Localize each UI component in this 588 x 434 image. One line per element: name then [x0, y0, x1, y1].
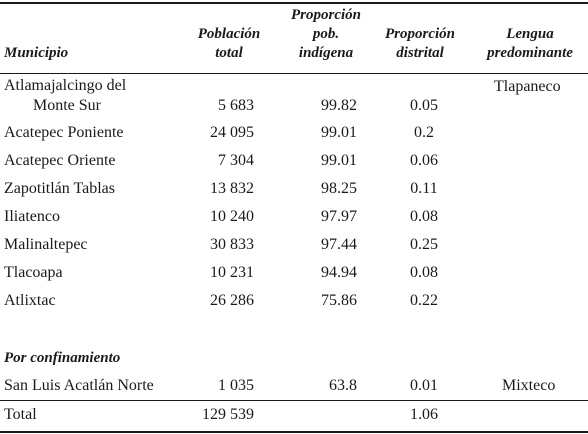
cell-poblacion: 24 095 [210, 124, 254, 141]
cell-poblacion: 5 683 [218, 97, 254, 114]
cell-municipio-cont: Monte Sur [33, 97, 101, 114]
cell-poblacion: 30 833 [210, 236, 254, 253]
section-label: Por confinamiento [4, 350, 121, 366]
cell-lengua: Mixteco [502, 377, 556, 394]
total-prop-distrital: 1.06 [410, 406, 438, 423]
cell-prop-distrital: 0.05 [410, 97, 438, 114]
header-lengua: Lengua predominante [487, 26, 573, 61]
cell-prop-distrital: 0.2 [414, 124, 434, 141]
cell-lengua: Tlapaneco [494, 78, 561, 95]
cell-municipio: Acatepec Poniente [4, 124, 124, 141]
header-prop-indigena: Proporción pob. indígena [290, 7, 361, 61]
cell-prop-distrital: 0.08 [410, 208, 438, 225]
cell-poblacion: 13 832 [210, 180, 254, 197]
top-rule [0, 2, 588, 4]
cell-poblacion: 1 035 [218, 377, 254, 394]
cell-municipio: Atlixtac [4, 292, 56, 309]
header-rule [0, 73, 588, 74]
cell-prop-indigena: 99.01 [321, 124, 357, 141]
cell-municipio: Iliatenco [4, 208, 60, 225]
cell-prop-indigena: 98.25 [321, 180, 357, 197]
cell-municipio: San Luis Acatlán Norte [4, 377, 154, 394]
cell-municipio: Tlacoapa [4, 264, 63, 281]
header-municipio: Municipio [4, 45, 69, 61]
cell-municipio: Atlamajalcingo del [4, 77, 127, 94]
cell-municipio: Acatepec Oriente [4, 152, 116, 169]
cell-prop-indigena: 97.97 [321, 208, 357, 225]
cell-prop-distrital: 0.25 [410, 236, 438, 253]
cell-prop-indigena: 97.44 [321, 236, 357, 253]
cell-prop-distrital: 0.06 [410, 152, 438, 169]
cell-prop-distrital: 0.08 [410, 264, 438, 281]
total-rule [0, 400, 588, 401]
cell-poblacion: 10 231 [210, 264, 254, 281]
total-label: Total [4, 406, 37, 423]
header-prop-distrital: Proporción distrital [384, 26, 455, 61]
cell-poblacion: 26 286 [210, 292, 254, 309]
cell-municipio: Zapotitlán Tablas [4, 180, 115, 197]
cell-prop-indigena: 75.86 [321, 292, 357, 309]
cell-poblacion: 7 304 [218, 152, 254, 169]
cell-prop-indigena: 99.01 [321, 152, 357, 169]
cell-prop-indigena: 94.94 [321, 264, 357, 281]
total-poblacion: 129 539 [202, 406, 254, 423]
cell-municipio: Malinaltepec [4, 236, 88, 253]
cell-prop-distrital: 0.22 [410, 292, 438, 309]
cell-prop-indigena: 99.82 [321, 97, 357, 114]
cell-prop-distrital: 0.01 [410, 377, 438, 394]
bottom-rule [0, 431, 588, 433]
cell-prop-distrital: 0.11 [410, 180, 438, 197]
cell-poblacion: 10 240 [210, 208, 254, 225]
cell-prop-indigena: 63.8 [329, 377, 357, 394]
header-poblacion: Población total [197, 26, 261, 61]
